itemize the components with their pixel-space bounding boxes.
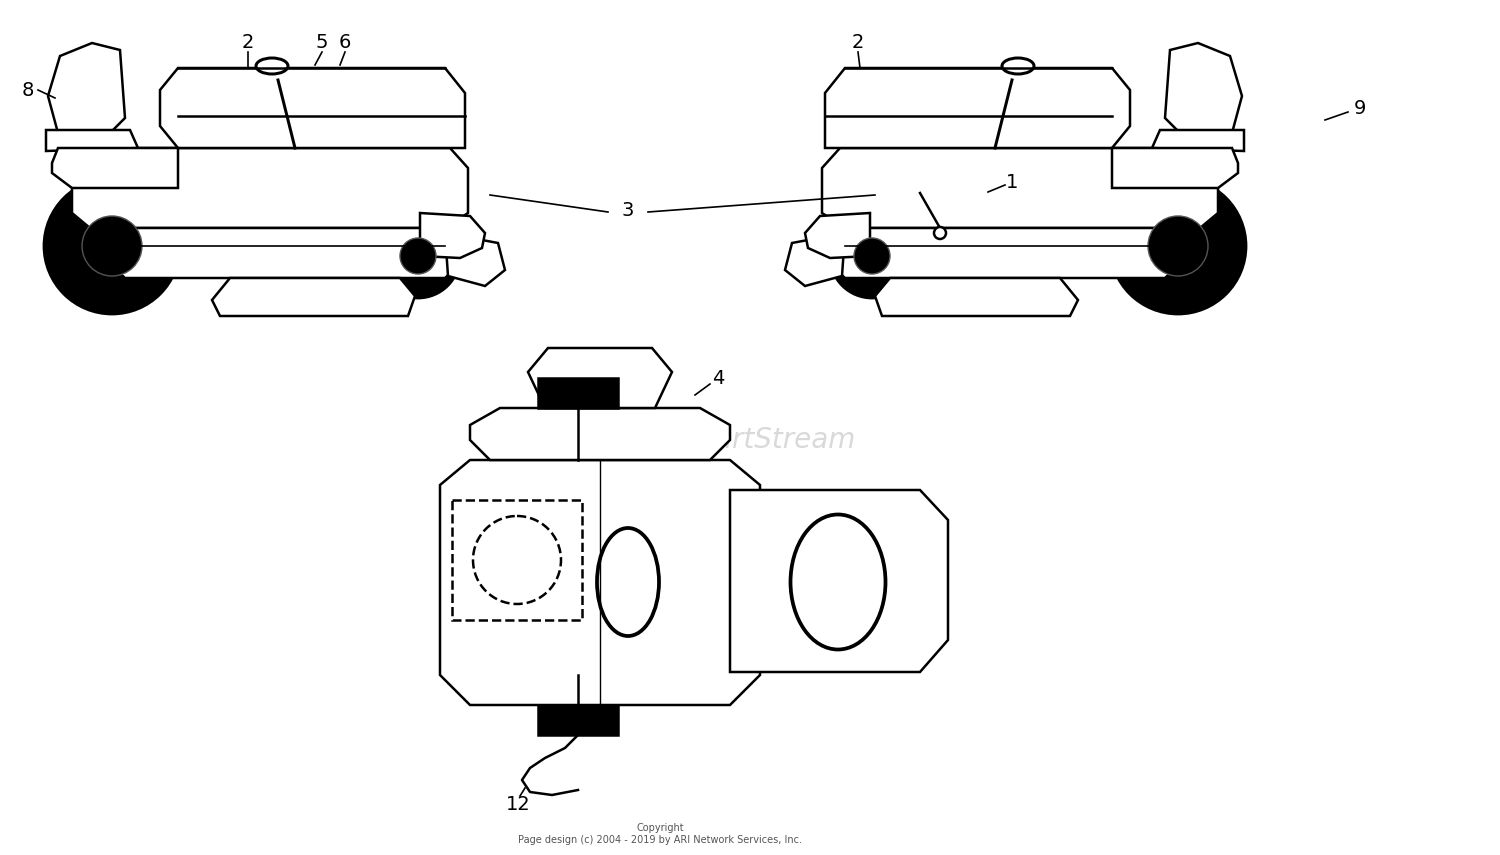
Polygon shape [211,278,416,316]
Text: 3: 3 [622,201,634,220]
Text: Copyright: Copyright [636,823,684,833]
Polygon shape [48,43,124,133]
Polygon shape [1112,148,1238,188]
Circle shape [853,238,889,274]
Circle shape [1110,178,1246,314]
Circle shape [830,214,914,298]
Polygon shape [822,148,1218,228]
Polygon shape [1152,130,1244,151]
Polygon shape [874,278,1078,316]
Text: 5: 5 [315,32,328,51]
Circle shape [1148,216,1208,276]
Text: 2: 2 [852,32,864,51]
Polygon shape [730,490,948,672]
Polygon shape [1166,43,1242,133]
Ellipse shape [256,58,288,74]
Polygon shape [825,68,1130,148]
Bar [538,705,618,735]
Text: 12: 12 [506,794,531,813]
Polygon shape [806,213,870,258]
Polygon shape [72,148,468,228]
Circle shape [400,238,436,274]
Bar [452,500,582,620]
Ellipse shape [790,515,885,650]
Text: 8: 8 [22,80,34,99]
Polygon shape [420,213,484,258]
Polygon shape [784,233,844,286]
Polygon shape [440,460,760,705]
Circle shape [934,227,946,239]
Polygon shape [46,130,138,151]
Text: ARI PartStream: ARI PartStream [644,426,856,454]
Text: Page design (c) 2004 - 2019 by ARI Network Services, Inc.: Page design (c) 2004 - 2019 by ARI Netwo… [518,835,803,845]
Ellipse shape [1002,58,1034,74]
Ellipse shape [597,528,658,636]
Circle shape [82,216,142,276]
Circle shape [472,516,561,604]
Polygon shape [53,148,178,188]
Bar [538,378,618,408]
Polygon shape [528,348,672,408]
Text: 1: 1 [1007,173,1019,192]
Text: 4: 4 [712,369,724,387]
Circle shape [44,178,180,314]
Circle shape [376,214,460,298]
Text: 9: 9 [1354,98,1366,117]
Polygon shape [112,228,458,278]
Polygon shape [833,228,1178,278]
Text: 6: 6 [339,32,351,51]
Polygon shape [160,68,465,148]
Polygon shape [446,233,506,286]
Text: 2: 2 [242,32,254,51]
Polygon shape [470,408,730,460]
